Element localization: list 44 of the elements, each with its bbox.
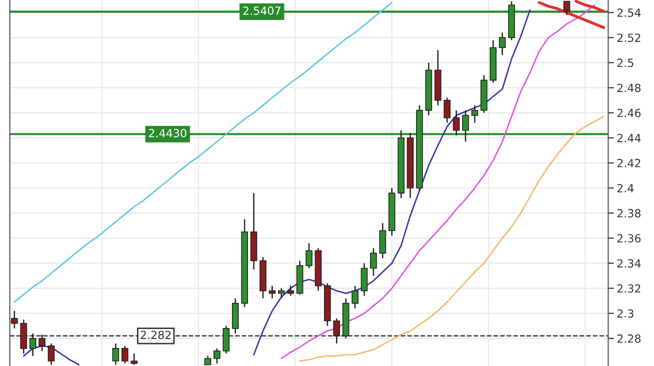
- candlestick: [379, 222, 386, 259]
- candlestick: [38, 334, 46, 352]
- y-tick-label: 2.44: [617, 134, 641, 142]
- line-series: [280, 4, 596, 360]
- candlestick: [11, 310, 18, 330]
- y-tick-label: 2.34: [617, 259, 641, 268]
- y-tick-label: 2.5: [617, 58, 634, 68]
- candlestick: [130, 352, 138, 366]
- ref-line-label: 2.4430: [148, 128, 186, 138]
- candlestick: [29, 332, 36, 357]
- candlestick: [48, 342, 55, 366]
- candlestick: [333, 318, 340, 344]
- candlestick: [471, 104, 478, 124]
- candlestick: [121, 345, 128, 364]
- candlestick: [360, 262, 368, 296]
- y-tick-label: 2.36: [617, 234, 641, 243]
- candlestick: [563, 0, 570, 16]
- y-tick-label: 2.52: [617, 34, 640, 42]
- candlestick: [287, 285, 294, 296]
- candlestick: [306, 242, 312, 269]
- candlestick: [444, 97, 451, 124]
- y-tick-label: 2.46: [617, 108, 641, 118]
- y-tick-label: 2.54: [617, 8, 641, 17]
- candlestick: [214, 348, 220, 364]
- line-series: [538, 1, 606, 29]
- y-tick-label: 2.42: [617, 158, 640, 168]
- ref-line-label: 2.5407: [243, 6, 280, 15]
- candlestick: [112, 342, 120, 366]
- line-series: [574, 0, 606, 13]
- candlestick: [222, 325, 230, 354]
- candlestick: [278, 288, 285, 299]
- candlestick: [370, 248, 377, 276]
- y-tick-label: 2.28: [617, 334, 641, 343]
- candlestick: [352, 285, 358, 309]
- candlestick: [452, 110, 460, 136]
- y-tick-label: 2.4: [617, 184, 634, 192]
- line-series: [14, 2, 393, 303]
- candlestick: [498, 32, 506, 56]
- y-tick-label: 2.38: [617, 209, 641, 218]
- y-tick-label: 2.32: [617, 284, 640, 293]
- y-tick-label: 2.3: [617, 309, 634, 318]
- y-tick-label: 2.48: [617, 84, 641, 92]
- line-series: [299, 116, 604, 362]
- ref-line-label: 2.282: [140, 330, 171, 340]
